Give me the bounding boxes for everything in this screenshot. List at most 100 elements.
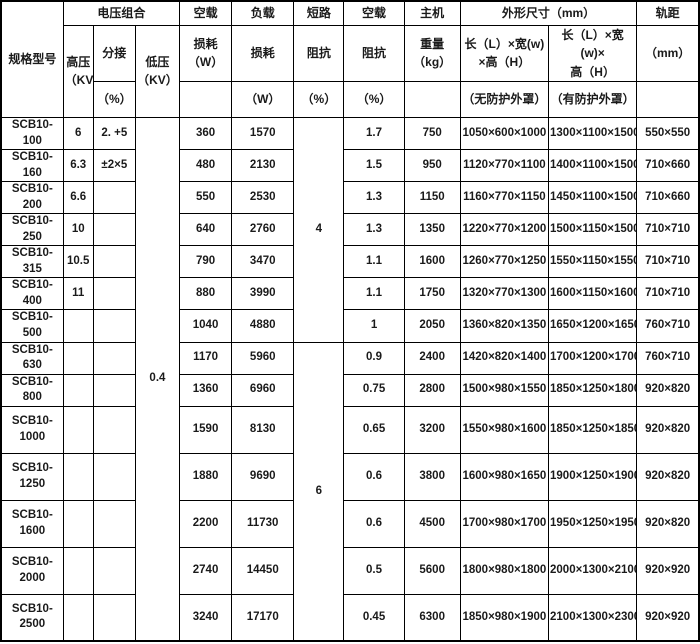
header-weight-label: 重量 [420,36,445,51]
cell-noload-loss: 550 [178,181,233,215]
header-gauge: 轨距 [636,0,700,26]
cell-model: SCB10-315 [0,245,64,279]
cell-noload-loss: 360 [178,117,233,151]
cell-noload-loss: 3240 [178,593,233,642]
table-row: SCB10-500 1040 4880 1 2050 1360×820×1350 1650×… [0,309,700,343]
cell-noload-current: 0.5 [343,546,405,595]
cell-dim-open: 1800×980×1800 [459,546,550,595]
header-hv-unit: （KV） [64,73,94,88]
cell-model: SCB10-500 [0,309,64,343]
header-hv: 高压 （KV） [62,24,94,119]
cell-gauge: 760×710 [636,309,700,343]
cell-dim-open: 1550×980×1600 [459,405,550,454]
cell-model: SCB10-1000 [0,405,64,454]
cell-tap [92,373,136,407]
cell-dim-enclosed: 1850×1250×1850 [548,405,638,454]
cell-load-loss: 9690 [231,452,295,501]
cell-noload-loss: 640 [178,213,233,247]
cell-weight: 2400 [403,341,461,375]
cell-noload-loss: 1040 [178,309,233,343]
cell-load-loss: 5960 [231,341,295,375]
cell-model: SCB10-400 [0,277,64,311]
cell-hv: 10.5 [62,245,94,279]
header-load-loss-unit: （W） [231,81,295,119]
cell-noload-loss: 1590 [178,405,233,454]
cell-load-loss: 14450 [231,546,295,595]
header-weight-unit: （kg） [413,55,452,70]
cell-gauge: 710×660 [636,181,700,215]
cell-hv [62,373,94,407]
cell-dim-open: 1160×770×1150 [459,181,550,215]
cell-weight: 4500 [403,499,461,548]
header-blank-weight [403,81,461,119]
cell-model: SCB10-2500 [0,593,64,642]
cell-model: SCB10-1250 [0,452,64,501]
cell-noload-current: 0.45 [343,593,405,642]
cell-hv [62,546,94,595]
cell-tap [92,405,136,454]
cell-gauge: 920×920 [636,593,700,642]
header-model: 规格型号 [0,0,64,119]
cell-tap [92,213,136,247]
header-noload: 空载 [178,0,233,26]
cell-weight: 1600 [403,245,461,279]
cell-dim-enclosed: 1650×1200×1650 [548,309,638,343]
cell-noload-loss: 1360 [178,373,233,407]
header-noload-loss-unit: （W） [187,55,224,70]
cell-noload-loss: 790 [178,245,233,279]
header-noload-loss: 损耗 （W） [178,24,233,83]
cell-tap: ±2×5 [92,149,136,183]
cell-gauge: 710×710 [636,277,700,311]
cell-noload-current: 1.3 [343,213,405,247]
table-row: SCB10-250 10 640 2760 1.3 1350 1220×770×1200 15… [0,213,700,247]
cell-dim-open: 1120×770×1100 [459,149,550,183]
cell-dim-open: 1500×980×1550 [459,373,550,407]
header-lv-unit: （KV） [137,73,178,88]
table-row: SCB10-1250 1880 9690 0.6 3800 1600×980×1650 19… [0,452,700,501]
table-row: SCB10-1600 2200 11730 0.6 4500 1700×980×1700 1… [0,499,700,548]
cell-dim-enclosed: 1550×1150×1550 [548,245,638,279]
cell-model: SCB10-250 [0,213,64,247]
header-dim-open: 长（L）×宽(w) ×高（H） [459,24,550,83]
header-lv-label: 低压 [145,54,170,69]
header-blank-noload-loss [178,81,233,119]
header-load-loss: 损耗 [231,24,295,83]
impedance-merged-cell: 6 [293,341,345,642]
header-dim-enclosed: 长（L）×宽(w)× 高（H） [548,24,638,83]
cell-load-loss: 6960 [231,373,295,407]
cell-tap [92,245,136,279]
cell-noload-loss: 880 [178,277,233,311]
cell-dim-open: 1320×770×1300 [459,277,550,311]
table-row: SCB10-400 11 880 3990 1.1 1750 1320×770×1300 16… [0,277,700,311]
cell-load-loss: 3470 [231,245,295,279]
cell-weight: 750 [403,117,461,151]
cell-load-loss: 4880 [231,309,295,343]
cell-load-loss: 3990 [231,277,295,311]
cell-noload-current: 0.6 [343,499,405,548]
spec-table-header: 规格型号 电压组合 空载 负载 短路 空载 主机 外形尺寸（mm） 轨距 高压 … [0,0,700,119]
header-short-imp-unit: （%） [293,81,345,119]
header-noload-loss-label: 损耗 [193,36,218,51]
cell-weight: 2800 [403,373,461,407]
header-row-3: （%） （W） （%） （%） （无防护外罩） （有防护外罩） [1,81,700,119]
cell-hv [62,309,94,343]
header-noload-2: 空载 [343,0,405,26]
header-tap-unit: （%） [92,81,136,119]
cell-noload-loss: 2200 [178,499,233,548]
cell-gauge: 920×920 [636,546,700,595]
cell-hv: 6.3 [62,149,94,183]
table-row: SCB10-2500 3240 17170 0.45 6300 1850×980×1900… [0,593,700,642]
cell-load-loss: 11730 [231,499,295,548]
cell-dim-enclosed: 1300×1100×1500 [548,117,638,151]
header-load: 负载 [231,0,295,26]
cell-noload-current: 1.3 [343,181,405,215]
cell-dim-open: 1420×820×1400 [459,341,550,375]
header-host: 主机 [403,0,461,26]
cell-dim-open: 1360×820×1350 [459,309,550,343]
cell-dim-enclosed: 1400×1100×1500 [548,149,638,183]
cell-gauge: 710×710 [636,213,700,247]
cell-weight: 2050 [403,309,461,343]
cell-model: SCB10-100 [0,117,64,151]
cell-load-loss: 2760 [231,213,295,247]
